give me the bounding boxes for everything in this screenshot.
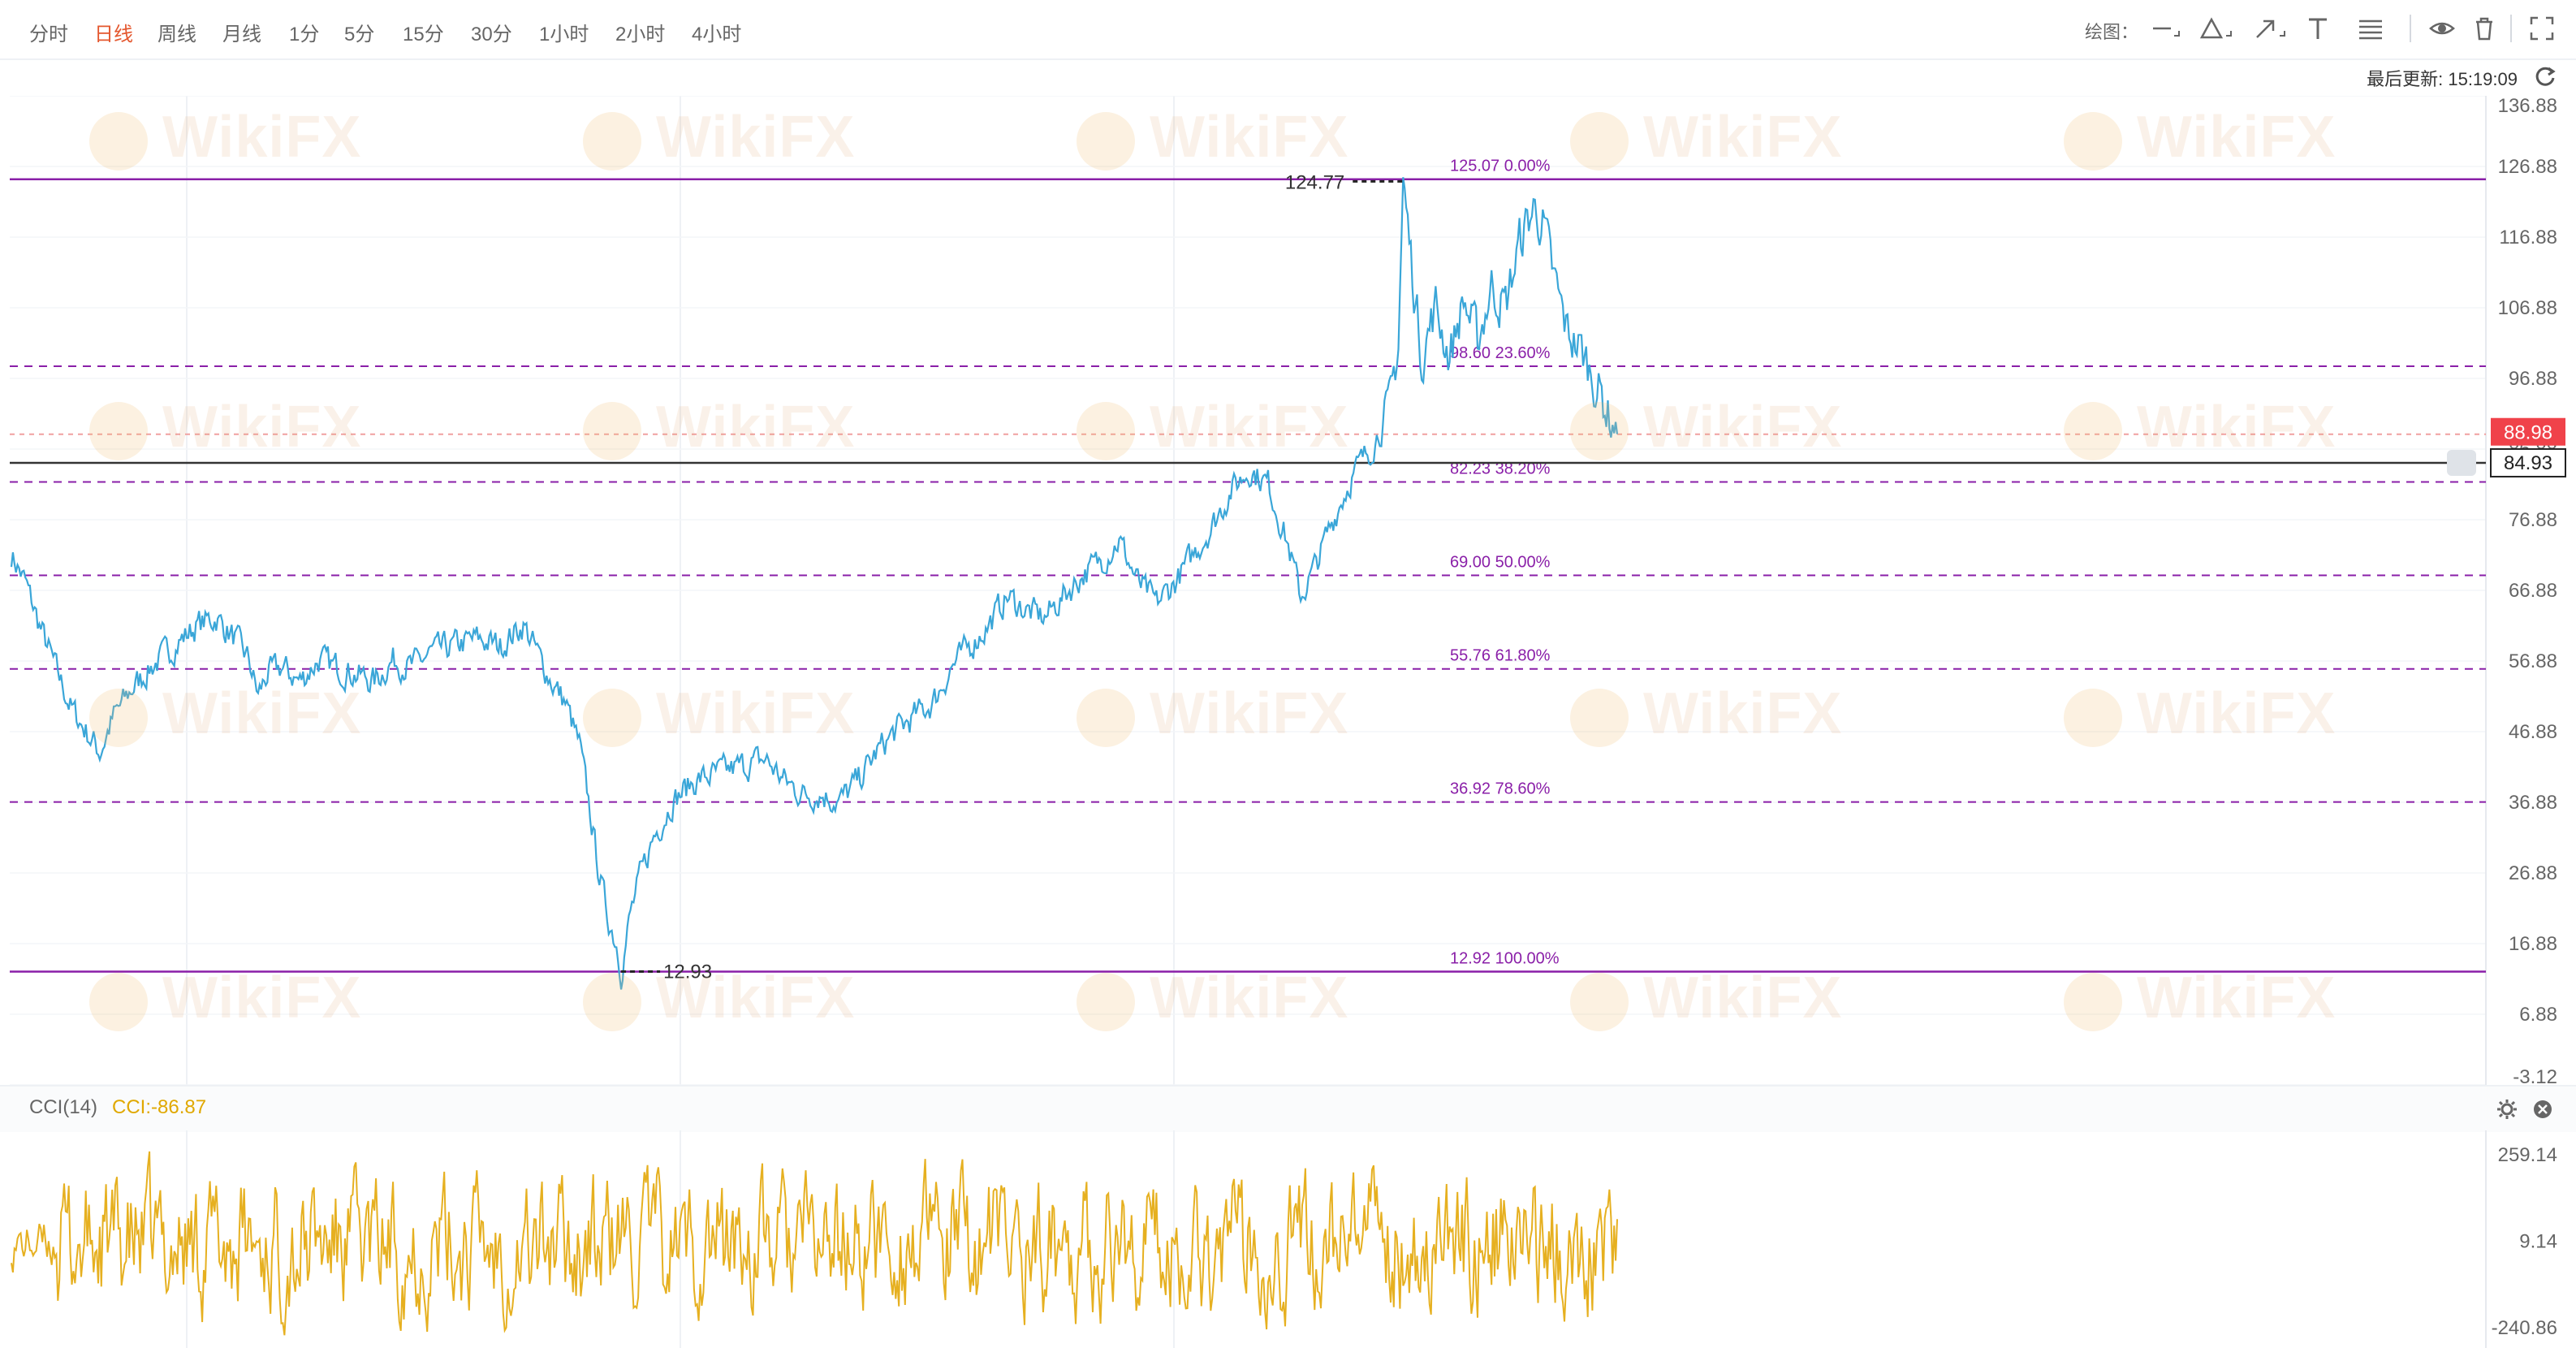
cci-indicator-name: CCI(14) <box>29 1096 98 1118</box>
y-tick-label: 136.88 <box>2498 96 2557 117</box>
tab-timeframe-30m[interactable]: 30分 <box>471 24 512 45</box>
y-tick-label: 116.88 <box>2499 227 2557 248</box>
cci-chart[interactable]: 259.14 9.14 -240.86 <box>0 1130 2576 1348</box>
toolbar-divider <box>2410 15 2411 42</box>
fib-level-label: 125.07 0.00% <box>1450 158 1551 175</box>
fullscreen-icon[interactable] <box>2528 15 2556 42</box>
timeframe-toolbar: 分时 日线 周线 月线 1分 5分 15分 30分 1小时 2小时 4小时 绘图… <box>0 0 2576 60</box>
current-price-badge <box>2491 417 2565 446</box>
indicator-close-icon[interactable] <box>2531 1098 2554 1121</box>
cci-y-tick-label: -240.86 <box>2492 1317 2557 1339</box>
refresh-icon[interactable] <box>2532 63 2558 89</box>
fibonacci-tool-icon[interactable] <box>2354 15 2387 42</box>
cci-indicator-value: CCI:-86.87 <box>112 1096 207 1118</box>
tab-timeframe-daily[interactable]: 日线 <box>94 24 133 45</box>
price-series-line <box>10 177 1619 990</box>
price-chart[interactable]: 136.88126.88116.88106.8896.8886.8876.886… <box>0 96 2576 1085</box>
y-tick-label: 126.88 <box>2498 156 2557 178</box>
arrow-tool-icon[interactable] <box>2252 15 2288 42</box>
draw-tools-label: 绘图： <box>2085 22 2139 42</box>
y-tick-label: 76.88 <box>2509 509 2557 531</box>
swing-low-label: 12.93 <box>663 961 712 983</box>
price-alert-bell-icon <box>2447 449 2476 476</box>
fib-level-label: 82.23 38.20% <box>1450 460 1551 477</box>
text-tool-icon[interactable] <box>2304 15 2332 42</box>
tab-timeframe-1h[interactable]: 1小时 <box>539 24 589 45</box>
last-update-text: 最后更新: 15:19:09 <box>2367 69 2518 89</box>
y-tick-label: 36.88 <box>2509 792 2557 814</box>
tab-timeframe-1m[interactable]: 1分 <box>289 24 320 45</box>
delete-drawings-icon[interactable] <box>2471 15 2497 42</box>
visibility-icon[interactable] <box>2427 15 2457 42</box>
tab-timeframe-weekly[interactable]: 周线 <box>157 24 196 45</box>
horizontal-line-tool-icon[interactable] <box>2150 15 2182 42</box>
cci-y-tick-label: 259.14 <box>2498 1144 2557 1166</box>
cursor-price-badge-label: 84.93 <box>2504 452 2552 474</box>
tab-timeframe-4h[interactable]: 4小时 <box>692 24 742 45</box>
swing-high-label: 124.77 <box>1285 171 1344 193</box>
y-tick-label: 16.88 <box>2509 933 2557 955</box>
cci-series-line <box>11 1151 1618 1336</box>
y-tick-label: 46.88 <box>2509 721 2557 743</box>
status-bar: 最后更新: 15:19:09 <box>0 58 2576 96</box>
tab-timeframe-15m[interactable]: 15分 <box>403 24 444 45</box>
y-tick-label: 106.88 <box>2498 297 2557 319</box>
y-tick-label: 6.88 <box>2519 1004 2557 1026</box>
tab-timeframe-monthly[interactable]: 月线 <box>222 24 261 45</box>
tab-timeframe-intraday[interactable]: 分时 <box>29 24 68 45</box>
y-tick-label: -3.12 <box>2513 1066 2557 1085</box>
cci-indicator-header: CCI(14) CCI:-86.87 <box>0 1085 2576 1132</box>
fib-level-label: 36.92 78.60% <box>1450 780 1551 798</box>
current-price-badge-label: 88.98 <box>2504 422 2552 444</box>
y-tick-label: 26.88 <box>2509 862 2557 884</box>
fib-level-label: 69.00 50.00% <box>1450 554 1551 572</box>
cci-y-tick-label: 9.14 <box>2519 1230 2557 1252</box>
tab-timeframe-5m[interactable]: 5分 <box>344 24 375 45</box>
tab-timeframe-2h[interactable]: 2小时 <box>615 24 666 45</box>
indicator-settings-icon[interactable] <box>2496 1098 2518 1121</box>
y-tick-label: 96.88 <box>2509 368 2557 390</box>
y-tick-label: 56.88 <box>2509 650 2557 672</box>
toolbar-divider-2 <box>2510 15 2512 42</box>
fib-level-label: 12.92 100.00% <box>1450 949 1560 967</box>
triangle-tool-icon[interactable] <box>2198 15 2234 42</box>
cursor-price-badge <box>2490 447 2566 477</box>
fib-level-label: 55.76 61.80% <box>1450 647 1551 665</box>
y-tick-label: 66.88 <box>2509 580 2557 602</box>
fib-level-label: 98.60 23.60% <box>1450 344 1551 362</box>
